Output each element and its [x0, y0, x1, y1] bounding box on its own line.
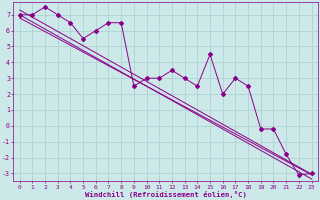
X-axis label: Windchill (Refroidissement éolien,°C): Windchill (Refroidissement éolien,°C): [85, 191, 246, 198]
